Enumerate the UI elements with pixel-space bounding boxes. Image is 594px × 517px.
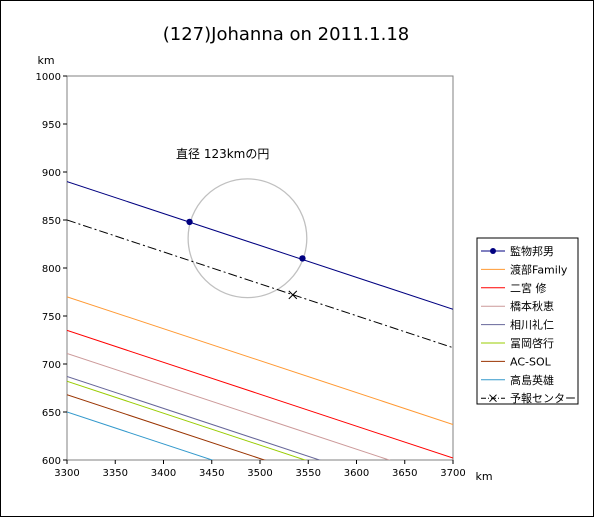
y-tick-label-0: 600: [42, 456, 61, 467]
series-0-point-0: [186, 218, 193, 226]
x-tick-label-5: 3550: [296, 468, 321, 479]
y-axis-label: km: [37, 54, 54, 67]
y-tick-label-4: 800: [42, 264, 61, 275]
circle-annotation: 直径 123kmの円: [176, 147, 269, 161]
series-line-2: [67, 329, 453, 459]
diameter-circle: [187, 178, 308, 299]
x-tick-label-3: 3450: [199, 468, 224, 479]
legend-label-2: 二宮 修: [510, 281, 547, 295]
series-line-6: [67, 394, 266, 460]
legend-label-0: 監物邦男: [510, 244, 554, 258]
x-tick-label-8: 3700: [440, 468, 465, 479]
series-line-7: [67, 411, 214, 460]
x-tick-label-2: 3400: [151, 468, 176, 479]
legend-label-1: 渡部Family: [510, 262, 568, 276]
legend-label-4: 相川礼仁: [510, 318, 554, 332]
x-tick-label-7: 3650: [392, 468, 417, 479]
x-tick-label-6: 3600: [344, 468, 369, 479]
y-tick-label-5: 850: [42, 216, 61, 227]
legend-label-6: AC-SOL: [510, 355, 552, 368]
x-tick-label-0: 3300: [54, 468, 79, 479]
legend-box: [476, 237, 579, 405]
series-8-point-0: [288, 290, 298, 300]
legend-label-8: 予報センター: [510, 392, 576, 405]
x-axis-label: km: [475, 470, 492, 483]
series-0-point-1: [299, 255, 306, 262]
legend-label-5: 冨岡啓行: [510, 336, 554, 350]
y-tick-label-6: 900: [42, 168, 61, 179]
x-tick-label-4: 3500: [247, 468, 272, 479]
chart-title: (127)Johanna on 2011.1.18: [163, 24, 409, 45]
plot-area: [66, 75, 454, 461]
series-line-0: [67, 181, 453, 310]
series-line-5: [67, 380, 307, 460]
series-line-1: [67, 296, 453, 425]
legend-label-7: 高島英雄: [510, 373, 554, 387]
y-tick-label-3: 750: [42, 312, 61, 323]
y-tick-label-8: 1000: [36, 72, 61, 83]
series-line-3: [67, 352, 391, 460]
legend-marker-8: [489, 394, 497, 403]
y-tick-label-7: 950: [42, 120, 61, 131]
series-line-4: [67, 376, 322, 460]
x-tick-label-1: 3350: [103, 468, 128, 479]
legend-marker-0: [490, 248, 496, 254]
y-tick-label-2: 700: [42, 360, 61, 371]
legend-label-3: 橋本秋恵: [510, 299, 554, 313]
y-tick-label-1: 650: [42, 408, 61, 419]
